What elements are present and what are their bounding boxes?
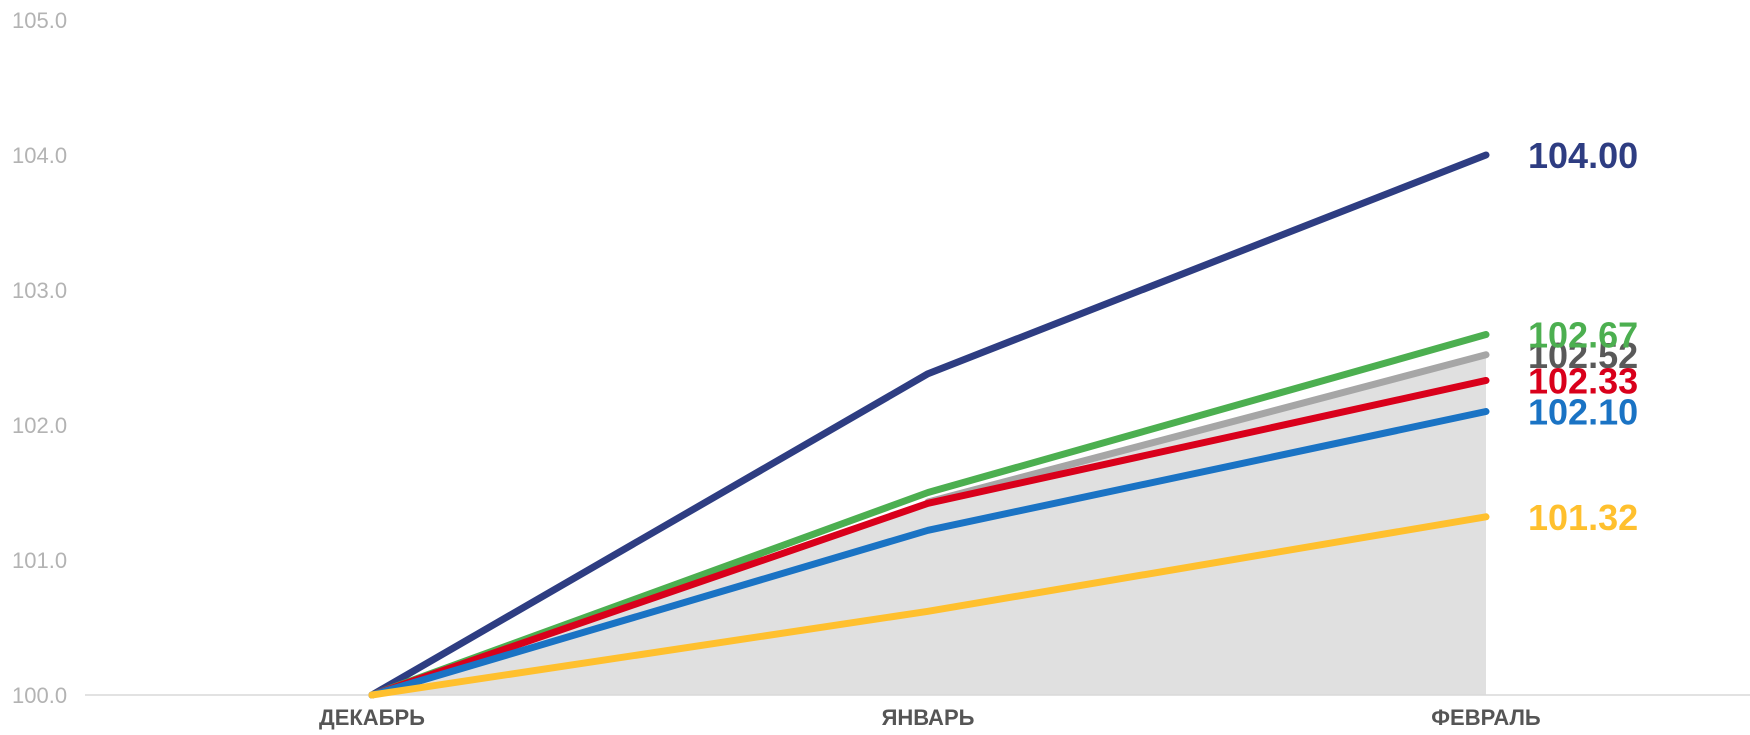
y-tick-label: 103.0 — [12, 278, 67, 303]
y-tick-label: 102.0 — [12, 413, 67, 438]
end-value-label: 102.67 — [1528, 315, 1638, 356]
y-tick-label: 104.0 — [12, 143, 67, 168]
end-value-label: 102.10 — [1528, 392, 1638, 433]
y-tick-label: 101.0 — [12, 548, 67, 573]
x-axis-categories: ДЕКАБРЬ ЯНВАРЬ ФЕВРАЛЬ — [319, 705, 1541, 730]
series-line — [368, 376, 1490, 699]
y-tick-label: 100.0 — [12, 683, 67, 708]
series-line — [924, 351, 1490, 506]
x-category-label: ФЕВРАЛЬ — [1431, 705, 1541, 730]
end-value-label: 102.33 — [1528, 360, 1638, 401]
end-value-label: 104.00 — [1528, 135, 1638, 176]
end-value-label: 102.52 — [1528, 335, 1638, 376]
series-lines — [368, 151, 1490, 699]
y-axis-ticks: 100.0 101.0 102.0 103.0 104.0 105.0 — [12, 8, 67, 708]
y-tick-label: 105.0 — [12, 8, 67, 33]
series-line — [368, 408, 1490, 699]
x-category-label: ДЕКАБРЬ — [319, 705, 425, 730]
series-line — [368, 151, 1490, 699]
end-value-label: 101.32 — [1528, 497, 1638, 538]
x-category-label: ЯНВАРЬ — [882, 705, 975, 730]
series-line — [368, 513, 1490, 699]
